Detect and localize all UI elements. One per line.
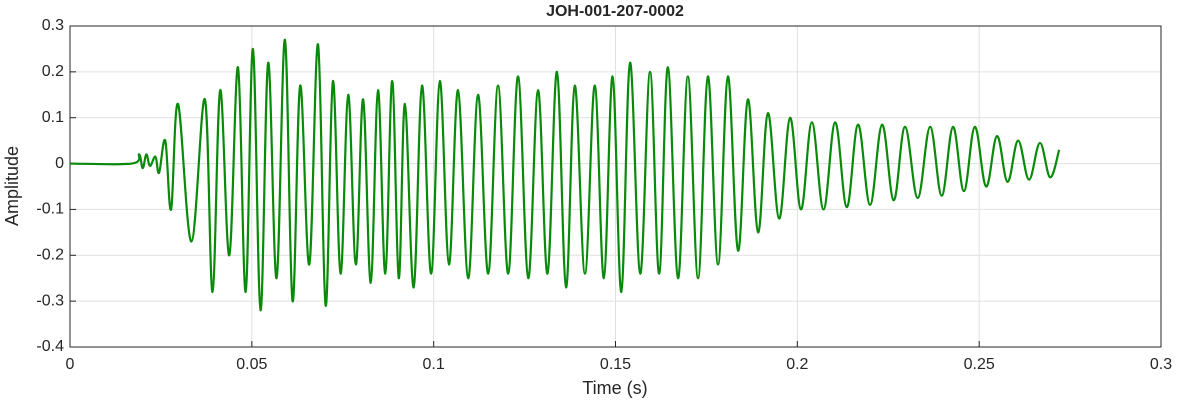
- y-tick-label: 0.1: [42, 109, 64, 126]
- y-axis-label: Amplitude: [2, 146, 22, 226]
- plot-frame: [69, 25, 1162, 348]
- y-tick-label: -0.2: [36, 247, 64, 264]
- y-tick-label: 0: [55, 155, 64, 172]
- x-tick-label: 0.05: [236, 356, 267, 373]
- y-tick-label: -0.4: [36, 338, 64, 355]
- x-tick-label: 0.1: [423, 356, 445, 373]
- x-tick-label: 0.3: [1150, 356, 1172, 373]
- x-tick-label: 0.15: [600, 356, 631, 373]
- x-tick-label: 0: [66, 356, 75, 373]
- x-axis-label: Time (s): [582, 378, 647, 398]
- x-tick-label: 0.2: [786, 356, 808, 373]
- y-tick-label: -0.3: [36, 292, 64, 309]
- x-tick-label: 0.25: [964, 356, 995, 373]
- y-tick-label: 0.3: [42, 17, 64, 34]
- chart-title: JOH-001-207-0002: [546, 3, 684, 20]
- y-tick-label: 0.2: [42, 63, 64, 80]
- waveform-line: [69, 38, 1061, 312]
- y-tick-label: -0.1: [36, 201, 64, 218]
